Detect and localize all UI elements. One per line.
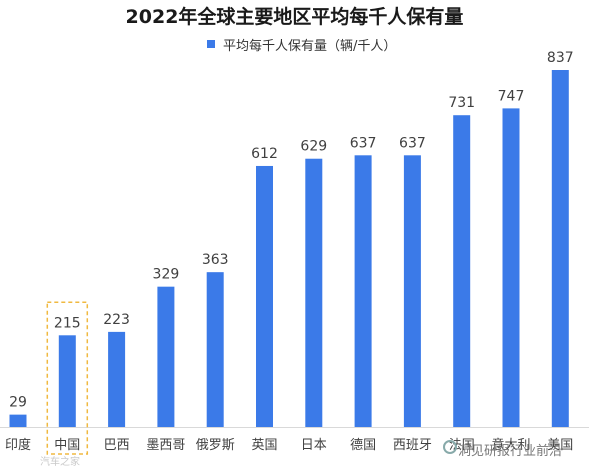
data-label: 215	[54, 315, 81, 331]
chart-title: 2022年全球主要地区平均每千人保有量	[125, 6, 464, 28]
watermark-right: 洞见研报行业前沿	[458, 444, 563, 459]
highlight-box	[46, 301, 89, 455]
bar	[403, 155, 421, 427]
legend-swatch	[207, 40, 215, 48]
data-label: 637	[350, 135, 377, 151]
data-label: 329	[153, 267, 180, 283]
legend-label: 平均每千人保有量（辆/千人）	[223, 38, 397, 54]
x-tick-label: 意大利	[491, 437, 530, 453]
x-tick-label: 中国	[54, 438, 80, 453]
bar	[354, 155, 372, 427]
x-tick-label: 英国	[251, 438, 277, 453]
x-tick-label: 俄罗斯	[196, 438, 235, 453]
watermark-left: 汽车之家	[40, 457, 80, 468]
legend: 平均每千人保有量（辆/千人）	[207, 35, 397, 54]
data-label: 629	[300, 139, 327, 155]
x-tick-label: 印度	[5, 437, 31, 453]
bar	[108, 331, 126, 427]
bar	[551, 70, 569, 427]
bar	[58, 335, 76, 427]
bar	[256, 165, 273, 427]
x-tick-label: 德国	[350, 438, 376, 453]
data-label: 731	[448, 95, 475, 111]
x-tick-label: 日本	[301, 438, 327, 453]
data-label: 837	[547, 50, 574, 66]
bar	[157, 286, 175, 427]
data-label: 29	[9, 395, 27, 411]
data-label: 223	[103, 312, 130, 328]
bar	[453, 115, 471, 427]
bar	[9, 414, 27, 427]
bar	[502, 108, 520, 428]
bar	[305, 158, 323, 427]
x-tick-label: 巴西	[104, 438, 130, 453]
x-tick-label: 西班牙	[393, 438, 432, 453]
data-label: 363	[202, 252, 229, 268]
data-label: 747	[498, 88, 525, 104]
x-tick-label: 墨西哥	[146, 438, 185, 453]
bar	[206, 272, 224, 427]
data-label: 637	[399, 135, 426, 151]
watermark-logo-icon	[443, 440, 457, 454]
x-tick-label: 美国	[547, 438, 573, 453]
data-label: 612	[251, 146, 278, 162]
